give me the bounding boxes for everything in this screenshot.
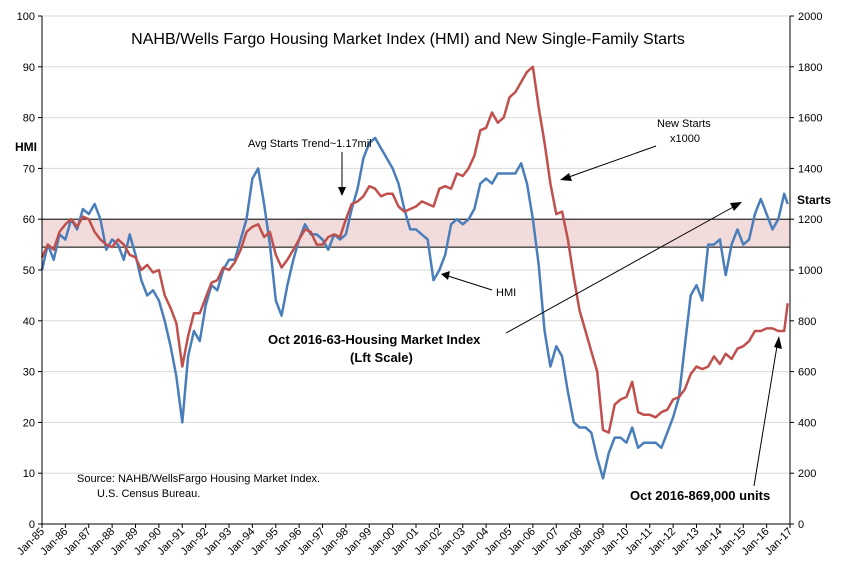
arrowhead-new-starts xyxy=(560,173,572,181)
y-right-tick-label: 1200 xyxy=(798,214,822,226)
y-right-tick-label: 200 xyxy=(798,468,816,480)
annotation-oct-hmi-1: Oct 2016-63-Housing Market Index xyxy=(268,332,481,347)
annotation-avg-trend: Avg Starts Trend~1.17mil xyxy=(248,138,372,150)
annotation-oct-starts: Oct 2016-869,000 units xyxy=(630,488,770,503)
y-right-tick-label: 1600 xyxy=(798,113,822,125)
annotation-new-starts-2: x1000 xyxy=(670,133,700,145)
y-right-tick-label: 600 xyxy=(798,367,816,379)
arrowhead-avg-trend xyxy=(338,187,346,196)
series-line-hmi xyxy=(40,136,789,480)
arrow-oct-hmi xyxy=(505,205,736,334)
y-left-tick-label: 90 xyxy=(23,62,35,74)
y-left-label: HMI xyxy=(15,140,37,154)
y-right-tick-label: 400 xyxy=(798,417,816,429)
arrow-new-starts xyxy=(565,145,657,179)
series-layer xyxy=(40,65,789,480)
annotation-source-2: U.S. Census Bureau. xyxy=(97,488,200,500)
y-right-tick-label: 1400 xyxy=(798,163,822,175)
annotation-oct-hmi-2: (Lft Scale) xyxy=(350,350,413,365)
y-left-tick-label: 0 xyxy=(29,519,35,531)
y-right-label: Starts xyxy=(797,193,831,207)
gridlines xyxy=(42,15,790,525)
y-left-tick-label: 100 xyxy=(17,11,35,23)
y-left-tick-label: 40 xyxy=(23,316,35,328)
series-line-starts xyxy=(40,65,789,434)
y-right-tick-label: 1800 xyxy=(798,62,822,74)
annotation-hmi: HMI xyxy=(496,287,516,299)
y-right-tick-label: 2000 xyxy=(798,11,822,23)
y-right-tick-label: 800 xyxy=(798,316,816,328)
y-right-tick-label: 1000 xyxy=(798,265,822,277)
annotation-new-starts-1: New Starts xyxy=(657,118,711,130)
highlight-band xyxy=(41,218,791,248)
arrowhead-oct-hmi xyxy=(730,202,742,211)
y-left-tick-label: 80 xyxy=(23,113,35,125)
y-left-tick-label: 30 xyxy=(23,367,35,379)
y-left-tick-label: 70 xyxy=(23,163,35,175)
y-left-tick-label: 60 xyxy=(23,214,35,226)
y-left-tick-label: 50 xyxy=(23,265,35,277)
y-left-tick-label: 20 xyxy=(23,417,35,429)
y-right-tick-label: 0 xyxy=(798,519,804,531)
chart-title: NAHB/Wells Fargo Housing Market Index (H… xyxy=(131,31,685,48)
arrow-hmi xyxy=(447,275,493,291)
arrowhead-hmi xyxy=(441,271,450,280)
annotation-source-1: Source: NAHB/WellsFargo Housing Market I… xyxy=(77,473,320,485)
y-left-tick-label: 10 xyxy=(23,468,35,480)
arrowhead-oct-starts xyxy=(774,336,782,349)
arrow-oct-starts xyxy=(753,345,778,487)
